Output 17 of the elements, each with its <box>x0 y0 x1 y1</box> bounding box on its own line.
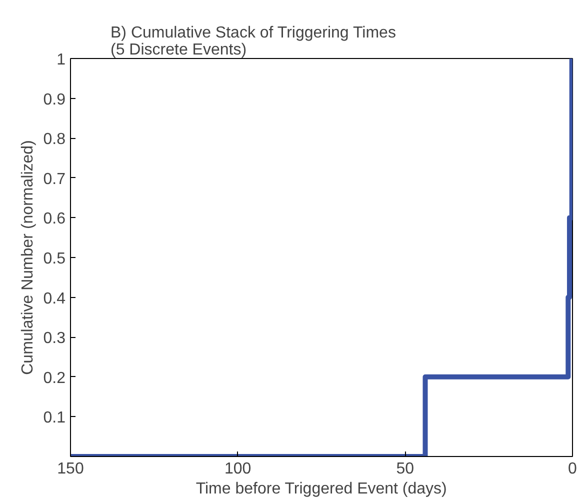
y-tick-label: 0.2 <box>43 370 66 387</box>
y-tick-label: 0.8 <box>43 131 66 148</box>
y-tick-label: 1 <box>56 52 66 68</box>
x-axis-title: Time before Triggered Event (days) <box>196 480 447 498</box>
y-tick-label: 0.7 <box>43 170 66 188</box>
y-tick-label: 0.3 <box>43 330 66 348</box>
y-tick-label: 0.1 <box>43 410 66 427</box>
x-tick-label: 150 <box>57 460 84 478</box>
x-tick-label: 0 <box>568 460 578 478</box>
y-axis-title: Cumulative Number (normalized) <box>19 140 36 375</box>
x-tick-label: 50 <box>396 460 414 478</box>
y-tick-label: 0.6 <box>43 210 66 228</box>
y-tick-label: 0.5 <box>43 250 66 268</box>
y-tick-label: 0.4 <box>43 290 66 308</box>
y-tick-label: 0.9 <box>43 91 66 108</box>
chart-title: B) Cumulative Stack of Triggering Times (5 Discrete Events) <box>110 24 396 58</box>
x-tick-label: 100 <box>224 460 252 478</box>
